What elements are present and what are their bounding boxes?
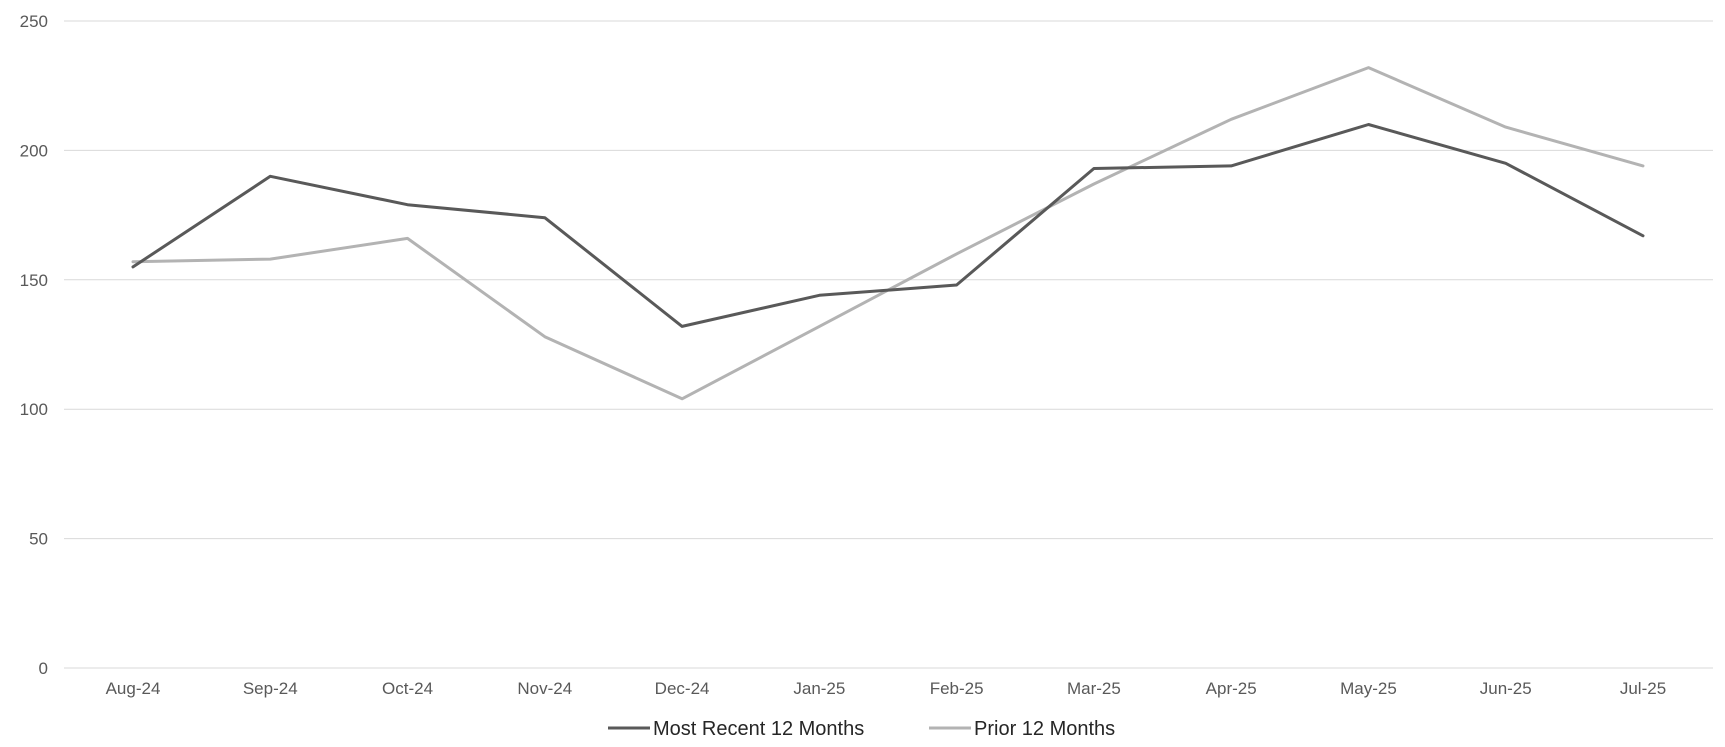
x-tick-label: Apr-25 bbox=[1206, 679, 1257, 698]
y-tick-label: 50 bbox=[29, 530, 48, 549]
legend-label-prior: Prior 12 Months bbox=[974, 718, 1115, 740]
x-tick-label: Sep-24 bbox=[243, 679, 298, 698]
x-tick-label: Nov-24 bbox=[517, 679, 572, 698]
legend-label-most-recent: Most Recent 12 Months bbox=[653, 718, 864, 740]
x-axis-tick-labels: Aug-24 Sep-24 Oct-24 Nov-24 Dec-24 Jan-25 Feb-… bbox=[106, 679, 1667, 698]
series-lines bbox=[131, 66, 1645, 401]
y-tick-label: 0 bbox=[39, 659, 48, 678]
x-tick-label: Jun-25 bbox=[1480, 679, 1532, 698]
x-tick-label: Aug-24 bbox=[106, 679, 161, 698]
y-tick-label: 250 bbox=[20, 12, 48, 31]
x-tick-label: Feb-25 bbox=[930, 679, 984, 698]
series-line-most-recent bbox=[131, 123, 1645, 328]
grid bbox=[64, 20, 1713, 669]
x-tick-label: Dec-24 bbox=[655, 679, 710, 698]
series-line-prior bbox=[131, 66, 1645, 401]
legend: Most Recent 12 Months Prior 12 Months bbox=[608, 718, 1115, 740]
x-tick-label: May-25 bbox=[1340, 679, 1397, 698]
x-tick-label: Oct-24 bbox=[382, 679, 433, 698]
x-tick-label: Jan-25 bbox=[793, 679, 845, 698]
x-tick-label: Mar-25 bbox=[1067, 679, 1121, 698]
y-axis-tick-labels: 0 50 100 150 200 250 bbox=[20, 12, 48, 678]
x-tick-label: Jul-25 bbox=[1620, 679, 1666, 698]
y-tick-label: 100 bbox=[20, 400, 48, 419]
y-tick-label: 150 bbox=[20, 271, 48, 290]
y-tick-label: 200 bbox=[20, 141, 48, 160]
